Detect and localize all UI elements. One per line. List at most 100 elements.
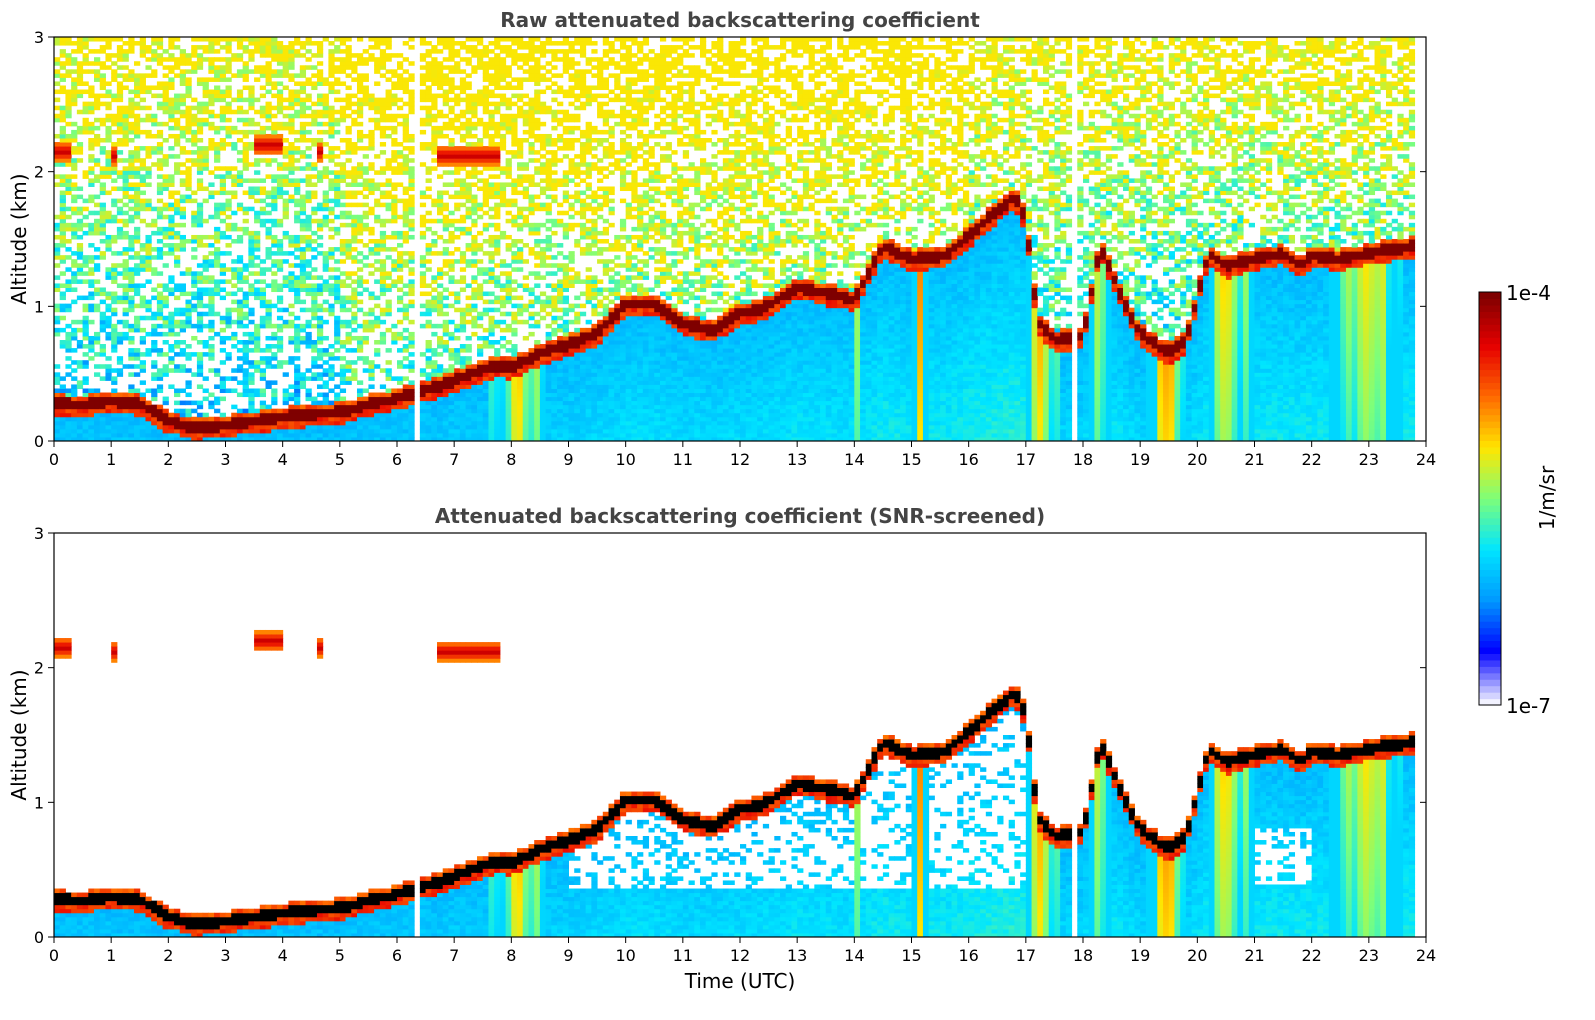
heatmap-cell [299, 85, 307, 91]
heatmap-cell [431, 69, 438, 74]
heatmap-cell [259, 319, 267, 325]
heatmap-cell [459, 275, 467, 280]
heatmap-cell [139, 404, 146, 410]
heatmap-cell [408, 109, 415, 115]
heatmap-cell [265, 420, 272, 426]
heatmap-cell [408, 194, 415, 200]
heatmap-cell [59, 129, 66, 135]
heatmap-cell [236, 428, 244, 434]
heatmap-cell [94, 158, 101, 163]
heatmap-cell [71, 162, 78, 167]
heatmap-cell [494, 222, 501, 228]
heatmap-cell [459, 412, 467, 418]
heatmap-cell [242, 45, 249, 50]
heatmap-cell [145, 400, 152, 406]
heatmap-cell [54, 303, 61, 309]
heatmap-cell [59, 376, 66, 381]
heatmap-cell [454, 392, 461, 398]
heatmap-cell [208, 93, 215, 99]
heatmap-cell [385, 311, 392, 317]
heatmap-cell [242, 380, 249, 385]
heatmap-cell [448, 49, 455, 54]
heatmap-cell [408, 186, 415, 192]
heatmap-cell [191, 234, 198, 240]
heatmap-cell [219, 186, 226, 192]
heatmap-cell [94, 404, 101, 410]
heatmap-cell [168, 133, 175, 139]
heatmap-cell [282, 408, 289, 414]
heatmap-cell [242, 348, 249, 353]
heatmap-cell [528, 49, 535, 54]
heatmap-cell [454, 125, 461, 131]
heatmap-cell [505, 158, 512, 163]
heatmap-cell [459, 424, 467, 430]
heatmap-cell [305, 412, 312, 418]
heatmap-cell [425, 396, 432, 402]
heatmap-cell [236, 45, 244, 50]
heatmap-cell [208, 404, 215, 410]
heatmap-cell [408, 77, 415, 82]
heatmap-cell [71, 81, 78, 86]
heatmap-cell [214, 400, 221, 406]
heatmap-cell [259, 158, 267, 163]
heatmap-cell [65, 214, 72, 220]
heatmap-cell [59, 404, 66, 410]
heatmap-cell [419, 416, 427, 422]
heatmap-cell [459, 408, 467, 414]
heatmap-cell [397, 364, 404, 369]
heatmap-cell [311, 356, 318, 361]
heatmap-cell [54, 81, 61, 86]
heatmap-cell [328, 275, 335, 280]
heatmap-cell [528, 146, 535, 151]
heatmap-cell [437, 416, 444, 422]
heatmap-cell [276, 89, 284, 95]
heatmap-cell [179, 198, 186, 204]
heatmap-cell [465, 230, 472, 236]
heatmap-cell [151, 247, 158, 252]
heatmap-cell [236, 392, 244, 398]
heatmap-cell [437, 190, 444, 196]
heatmap-cell [128, 234, 135, 240]
heatmap-cell [356, 174, 364, 179]
heatmap-cell [356, 85, 364, 91]
heatmap-cell [448, 275, 455, 280]
heatmap-cell [528, 41, 535, 46]
heatmap-cell [259, 133, 267, 139]
heatmap-cell [276, 142, 284, 147]
heatmap-cell [419, 89, 427, 95]
heatmap-cell [511, 255, 518, 260]
heatmap-cell [202, 89, 209, 95]
heatmap-cell [448, 380, 455, 385]
heatmap-cell [214, 129, 221, 135]
heatmap-cell [494, 202, 501, 208]
heatmap-cell [265, 190, 272, 196]
heatmap-cell [499, 327, 507, 333]
heatmap-cell [322, 206, 329, 212]
heatmap-cell [316, 53, 324, 58]
heatmap-cell [316, 69, 324, 74]
heatmap-cell [522, 372, 529, 377]
heatmap-cell [82, 121, 89, 127]
heatmap-cell [362, 340, 369, 345]
heatmap-cell [351, 234, 358, 240]
heatmap-cell [288, 392, 295, 398]
heatmap-cell [334, 162, 341, 167]
heatmap-cell [448, 303, 455, 309]
heatmap-cell [351, 190, 358, 196]
heatmap-cell [465, 408, 472, 414]
heatmap-cell [494, 186, 501, 192]
heatmap-cell [322, 218, 329, 224]
heatmap-cell [488, 275, 495, 280]
heatmap-cell [156, 303, 164, 309]
heatmap-cell [231, 194, 238, 200]
heatmap-cell [202, 154, 209, 159]
heatmap-cell [322, 174, 329, 179]
heatmap-cell [448, 428, 455, 434]
heatmap-cell [511, 432, 518, 438]
heatmap-cell [139, 432, 146, 438]
heatmap-cell [465, 436, 472, 441]
heatmap-cell [139, 85, 146, 91]
heatmap-cell [334, 384, 341, 389]
heatmap-cell [276, 45, 284, 50]
heatmap-cell [494, 400, 501, 406]
